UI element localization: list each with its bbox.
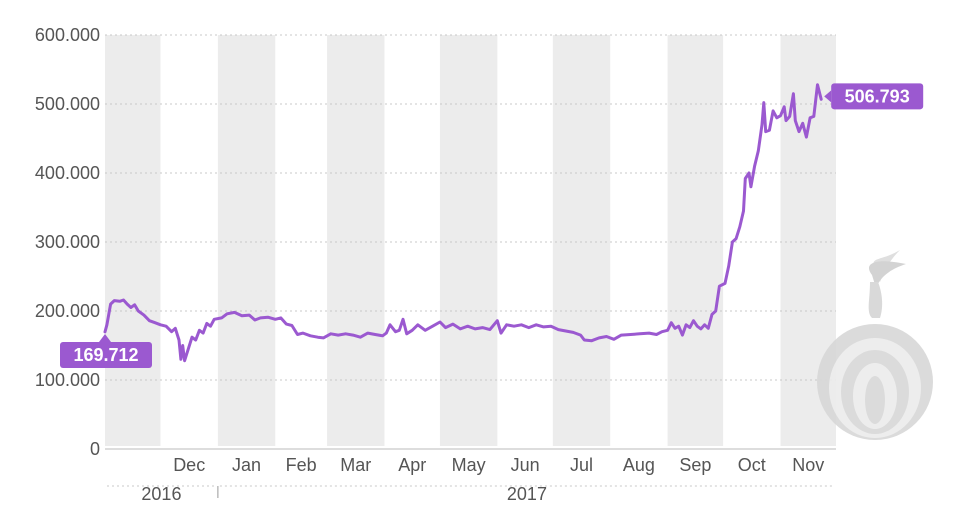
callout-pointer — [99, 334, 111, 342]
x-tick-label: Dec — [173, 455, 205, 475]
x-tick-label: Oct — [738, 455, 766, 475]
y-tick-label: 400.000 — [35, 163, 100, 183]
x-tick-label: Apr — [398, 455, 426, 475]
month-band — [217, 35, 276, 446]
data-label: 506.793 — [845, 86, 910, 106]
year-axis: 2016 2017 — [107, 484, 834, 504]
y-tick-label: 100.000 — [35, 370, 100, 390]
x-tick-label: May — [452, 455, 486, 475]
y-tick-label: 600.000 — [35, 25, 100, 45]
series-line — [103, 83, 823, 363]
x-tick-label: Feb — [286, 455, 317, 475]
month-band — [552, 35, 611, 446]
x-tick-label: Jan — [232, 455, 261, 475]
x-axis: Dec Jan Feb Mar Apr May Jun Jul Aug Sep Oct Nov — [173, 455, 824, 475]
x-tick-label: Mar — [340, 455, 371, 475]
y-axis: 0 100.000 200.000 300.000 400.000 500.000 600.… — [35, 25, 100, 459]
month-band — [327, 35, 385, 446]
y-tick-label: 500.000 — [35, 94, 100, 114]
year-tick-label: 2017 — [507, 484, 547, 504]
data-label: 169.712 — [73, 345, 138, 365]
callout-pointer — [824, 90, 832, 103]
x-tick-label: Jun — [511, 455, 540, 475]
month-band — [667, 35, 724, 446]
year-tick-label: 2016 — [141, 484, 181, 504]
month-band — [105, 35, 161, 446]
gridlines — [105, 34, 836, 450]
month-band — [439, 35, 498, 446]
x-tick-label: Sep — [679, 455, 711, 475]
x-tick-label: Jul — [570, 455, 593, 475]
x-tick-label: Nov — [792, 455, 824, 475]
annotations: 169.712 506.793 — [60, 83, 924, 368]
x-tick-label: Aug — [623, 455, 655, 475]
y-tick-label: 300.000 — [35, 232, 100, 252]
y-tick-label: 200.000 — [35, 301, 100, 321]
callout-box — [831, 83, 924, 110]
month-bands — [105, 35, 836, 446]
onion-icon — [817, 250, 933, 440]
y-tick-label: 0 — [90, 439, 100, 459]
callout-box — [60, 342, 152, 368]
